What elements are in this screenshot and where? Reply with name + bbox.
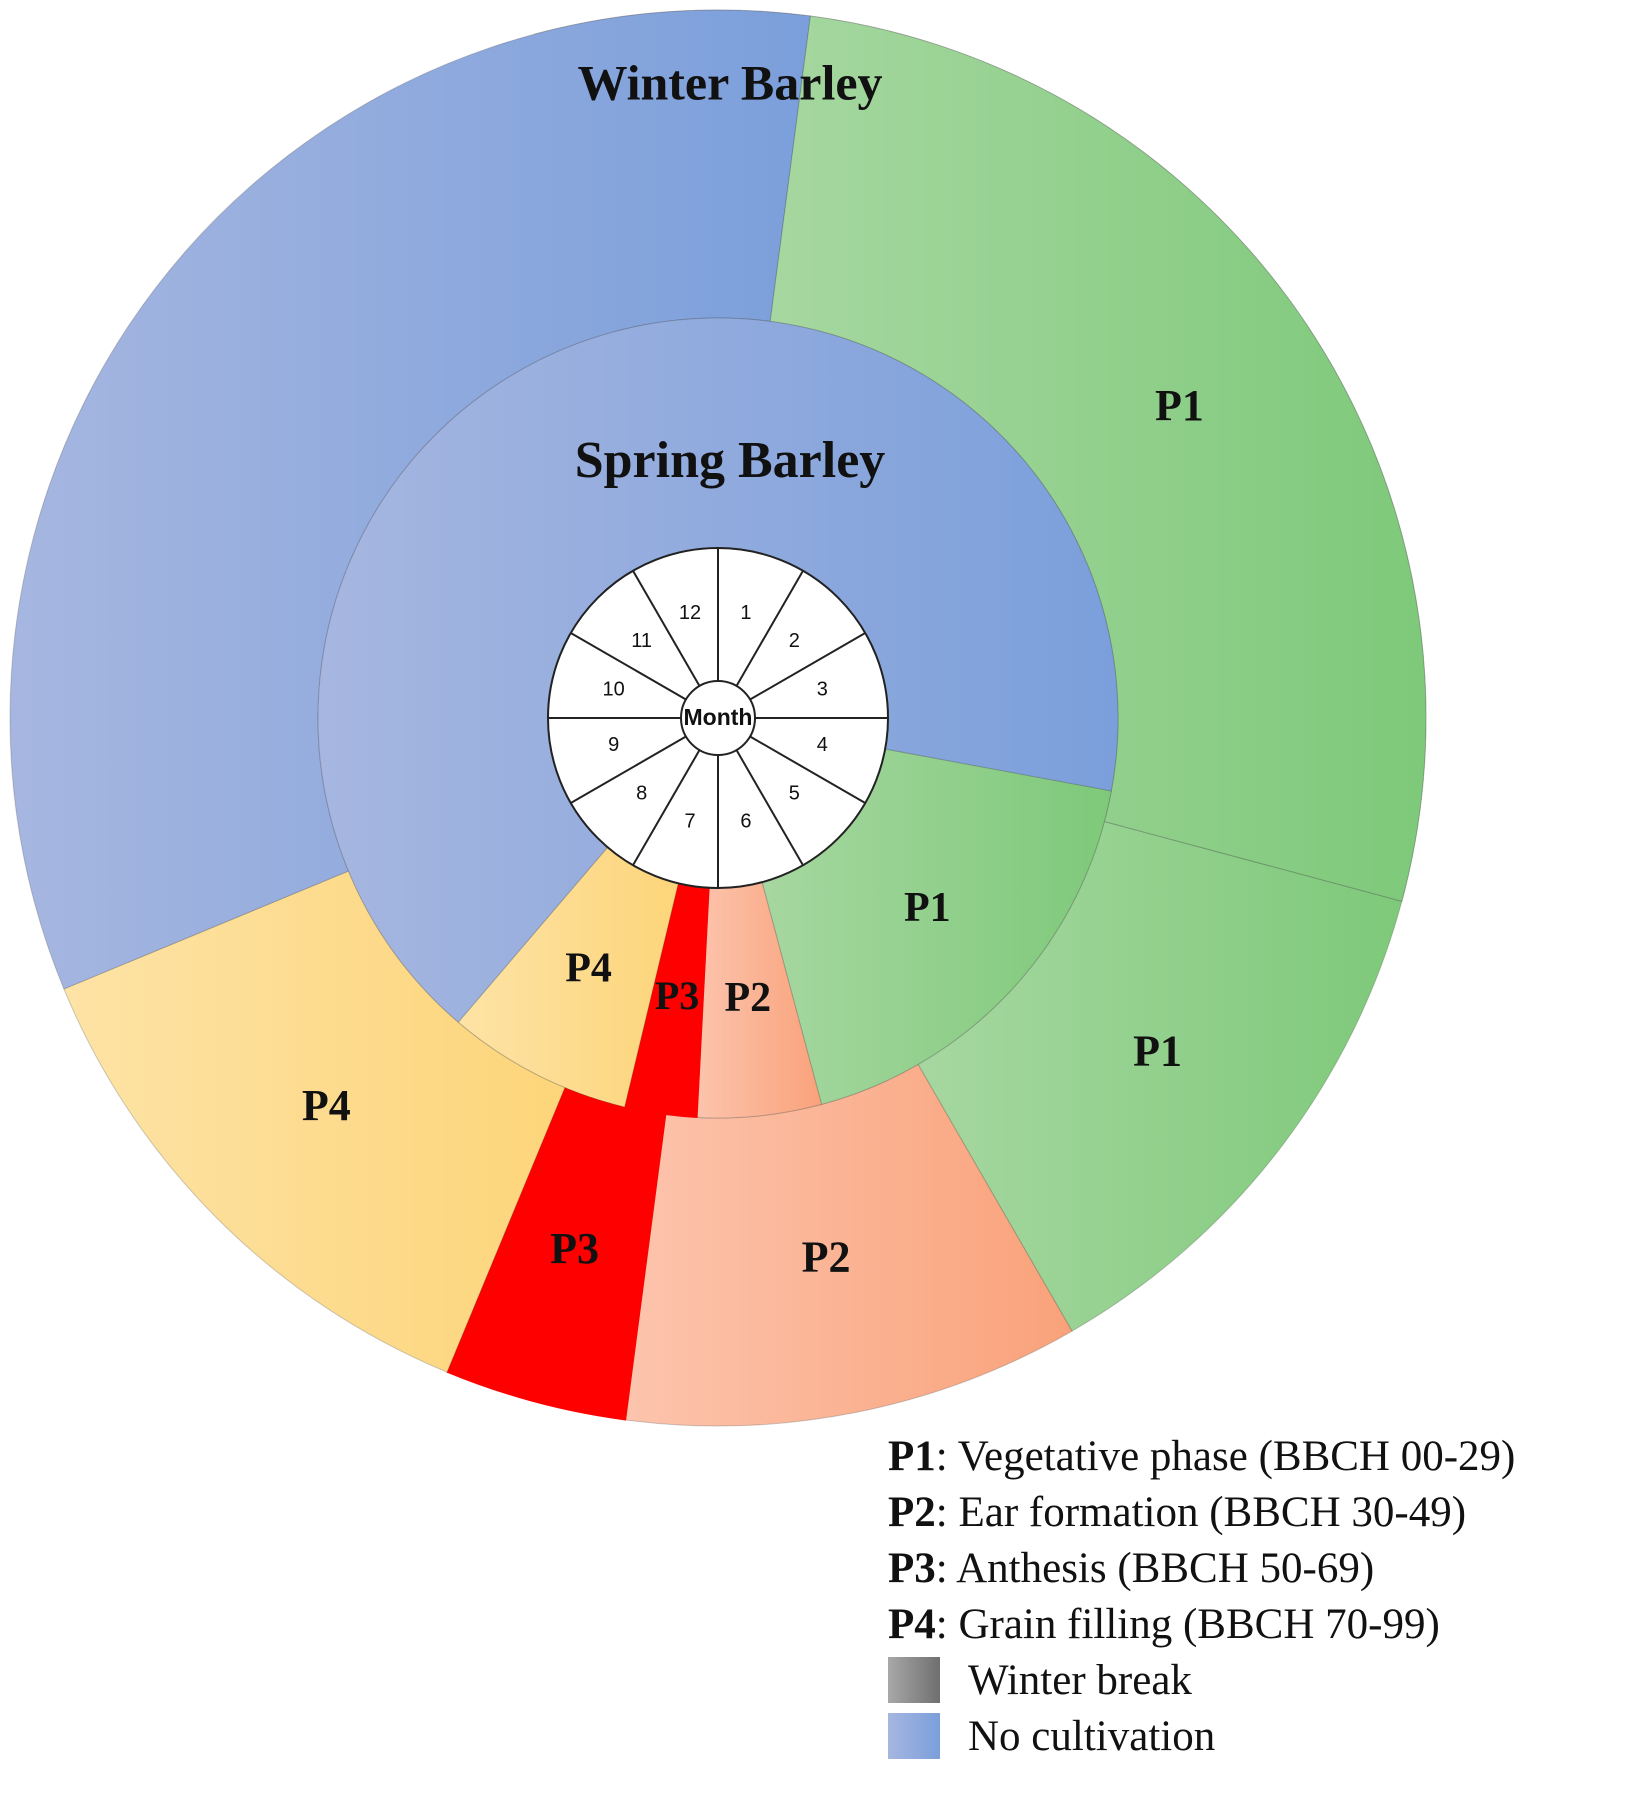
- winter-barley-label-p1: P1: [1133, 1026, 1182, 1075]
- month-label: 8: [636, 783, 647, 805]
- spring-barley-label-p4: P4: [565, 946, 612, 992]
- winter-barley-label-p2: P2: [802, 1232, 851, 1281]
- month-divider: [570, 735, 687, 804]
- legend-key: P2: [888, 1488, 936, 1536]
- spring-barley-label-p2: P2: [724, 975, 771, 1021]
- month-label: 3: [817, 678, 828, 700]
- month-wheel-hub: [680, 680, 756, 756]
- winter-barley-label-p1: P1: [1155, 381, 1204, 430]
- month-label: 1: [740, 602, 751, 624]
- legend-text: : Vegetative phase (BBCH 00-29): [935, 1432, 1516, 1480]
- legend-item: No cultivation: [888, 1708, 1515, 1764]
- month-divider: [735, 749, 804, 866]
- legend-item: P2: Ear formation (BBCH 30-49): [888, 1484, 1515, 1540]
- legend-swatch-no-cultivation: [888, 1713, 940, 1759]
- month-label: 7: [684, 811, 695, 833]
- spring-barley-label-p3: P3: [655, 973, 699, 1018]
- month-label: 4: [817, 734, 828, 756]
- legend-text: No cultivation: [968, 1712, 1216, 1760]
- legend-text: Winter break: [968, 1656, 1192, 1704]
- month-center-label: Month: [684, 704, 753, 730]
- month-label: 5: [789, 783, 800, 805]
- legend-key: P1: [888, 1432, 936, 1480]
- month-label: 6: [740, 811, 751, 833]
- month-label: 2: [789, 630, 800, 652]
- winter-barley-ring: P1 P2 P3 P4 P1: [9, 9, 1427, 1427]
- ring-titles: Winter Barley Spring Barley: [575, 54, 886, 488]
- legend-item: Winter break: [888, 1652, 1515, 1708]
- month-divider: [570, 632, 687, 701]
- winter-barley-title: Winter Barley: [577, 54, 882, 110]
- winter-barley-label-p4: P4: [302, 1081, 351, 1130]
- spring-barley-ring: P1 P2 P3 P4: [317, 317, 1119, 1119]
- legend-key: P3: [888, 1544, 936, 1592]
- legend-item: P3: Anthesis (BBCH 50-69): [888, 1540, 1515, 1596]
- month-divider: [749, 632, 866, 701]
- month-label: 9: [608, 734, 619, 756]
- month-divider: [632, 570, 701, 687]
- month-divider: [749, 735, 866, 804]
- month-divider: [735, 570, 804, 687]
- legend-text: : Grain filling (BBCH 70-99): [935, 1600, 1440, 1648]
- spring-barley-title: Spring Barley: [575, 432, 886, 489]
- month-divider: [632, 749, 701, 866]
- legend-item: P1: Vegetative phase (BBCH 00-29): [888, 1428, 1515, 1484]
- legend-item: P4: Grain filling (BBCH 70-99): [888, 1596, 1515, 1652]
- legend-text: : Ear formation (BBCH 30-49): [935, 1488, 1467, 1536]
- legend-key: P4: [888, 1600, 936, 1648]
- legend: P1: Vegetative phase (BBCH 00-29) P2: Ear…: [888, 1428, 1515, 1764]
- legend-text: : Anthesis (BBCH 50-69): [935, 1544, 1375, 1592]
- month-label: 10: [603, 678, 625, 700]
- month-label: 11: [631, 630, 652, 652]
- month-label: 12: [679, 602, 701, 624]
- spring-barley-label-p1: P1: [904, 885, 951, 931]
- winter-barley-label-p3: P3: [550, 1224, 599, 1273]
- legend-swatch-winter-break: [888, 1657, 940, 1703]
